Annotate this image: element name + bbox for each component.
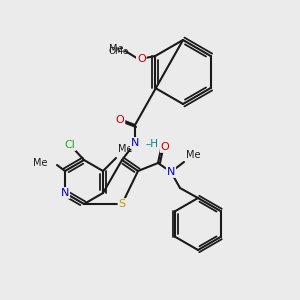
Text: N: N bbox=[167, 167, 175, 177]
Text: Me: Me bbox=[186, 150, 200, 160]
Text: N: N bbox=[61, 188, 69, 198]
Text: O: O bbox=[137, 54, 146, 64]
Text: Cl: Cl bbox=[64, 140, 75, 150]
Text: O: O bbox=[116, 115, 124, 125]
Text: OMe: OMe bbox=[109, 47, 129, 56]
Text: O: O bbox=[160, 142, 169, 152]
Text: Me: Me bbox=[32, 158, 47, 168]
Text: N: N bbox=[131, 138, 139, 148]
Text: –H: –H bbox=[146, 139, 159, 149]
Text: Me: Me bbox=[118, 144, 133, 154]
Text: Me: Me bbox=[109, 44, 123, 54]
Text: S: S bbox=[118, 199, 126, 209]
